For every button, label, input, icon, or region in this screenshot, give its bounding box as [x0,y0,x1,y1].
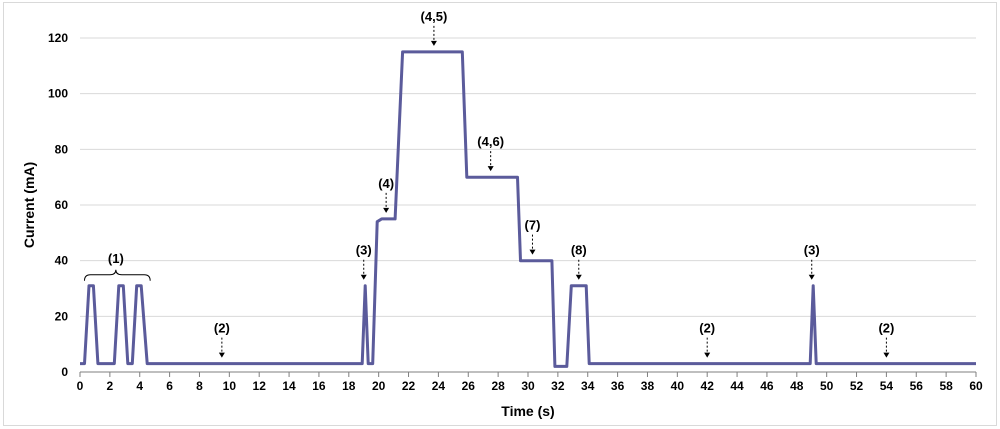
annotation-brace [83,269,151,281]
x-tick-label: 56 [910,379,924,393]
x-tick-label: 26 [462,379,476,393]
x-tick-label: 36 [611,379,625,393]
x-tick-label: 20 [372,379,386,393]
y-tick-label: 40 [55,254,69,268]
annotation-arrowhead [704,352,711,358]
annotation-label: (7) [525,218,541,233]
x-tick-label: 40 [671,379,685,393]
x-tick-label: 42 [701,379,715,393]
x-axis-title: Time (s) [501,403,554,419]
annotation-label: (3) [804,243,820,258]
x-tick-label: 18 [342,379,356,393]
x-tick-label: 12 [253,379,267,393]
annotation-arrowhead [575,274,582,280]
annotation-label: (2) [214,321,230,336]
x-tick-label: 34 [581,379,595,393]
x-tick-label: 58 [939,379,953,393]
annotation-arrowhead [883,352,890,358]
x-tick-label: 16 [312,379,326,393]
x-tick-label: 50 [820,379,834,393]
x-tick-label: 30 [521,379,535,393]
x-tick-label: 28 [491,379,505,393]
annotation-arrowhead [430,40,437,46]
y-axis-title: Current (mA) [21,162,37,248]
x-tick-label: 44 [730,379,744,393]
x-tick-label: 4 [136,379,143,393]
y-tick-label: 0 [61,365,68,379]
annotation-label: (1) [108,251,124,266]
annotation-arrowhead [808,274,815,280]
grid-layer [80,37,976,317]
x-tick-label: 22 [402,379,416,393]
x-tick-label: 52 [850,379,864,393]
y-tick-label: 120 [48,31,68,45]
x-tick-label: 10 [223,379,237,393]
chart-frame [3,2,997,426]
y-tick-label: 80 [55,142,69,156]
x-tick-label: 0 [77,379,84,393]
annotation-label: (2) [878,321,894,336]
annotation-arrowhead [529,249,536,255]
x-tick-label: 32 [551,379,565,393]
annotation-label: (4,6) [477,134,504,149]
y-tick-label: 20 [55,309,69,323]
y-tick-label: 100 [48,87,68,101]
x-tick-label: 14 [282,379,296,393]
x-tick-label: 2 [107,379,114,393]
annotation-arrowhead [487,166,494,172]
current-series-line [80,50,976,368]
series-layer [80,50,976,368]
x-tick-label: 54 [880,379,894,393]
annotation-label: (4) [378,176,394,191]
annotation-layer: (1) (2) (3) (4) (4,5) (4,6) (7) (8) (2) (3) (2) [83,9,894,358]
x-tick-label: 24 [432,379,446,393]
annotation-label: (2) [699,321,715,336]
annotation-arrowhead [360,274,367,280]
annotation-arrowhead [218,352,225,358]
y-tick-label: 60 [55,198,69,212]
annotation-label: (3) [356,243,372,258]
annotation-label: (4,5) [421,9,448,24]
annotation-arrowhead [383,207,390,213]
x-tick-label: 46 [760,379,774,393]
annotation-label: (8) [571,243,587,258]
x-tick-label: 60 [969,379,983,393]
x-tick-label: 6 [166,379,173,393]
x-tick-label: 8 [196,379,203,393]
x-tick-label: 48 [790,379,804,393]
x-tick-label: 38 [641,379,655,393]
